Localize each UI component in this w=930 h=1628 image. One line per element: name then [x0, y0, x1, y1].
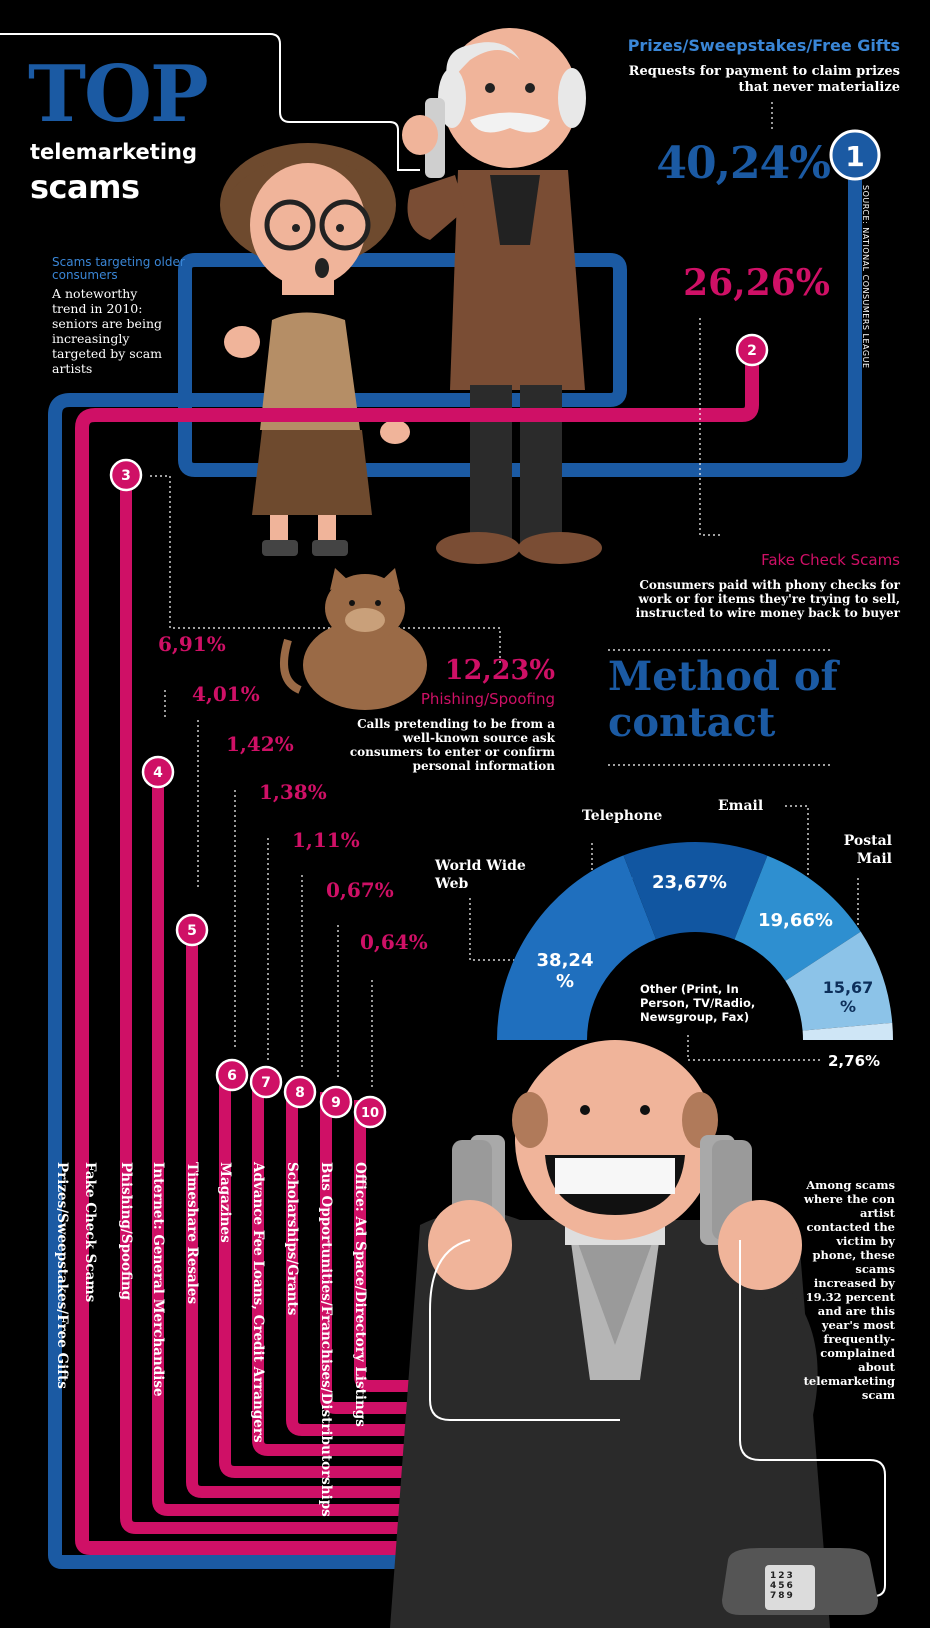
rank-badge-10	[353, 1095, 387, 1129]
rank-badge-3	[109, 458, 143, 492]
cat-figure	[280, 568, 427, 710]
segment-web-label: World Wide Web	[435, 858, 526, 892]
blue-tube-1	[178, 170, 862, 477]
legend-scam-5: Timeshare Resales	[184, 1162, 200, 1305]
dotted-leaders	[150, 102, 859, 1090]
rank-badge-2-label: 2	[747, 343, 757, 359]
segment-other-pct: 2,76%	[828, 1052, 881, 1070]
rank-badge-4	[141, 755, 175, 789]
scam-4-pct: 6,91%	[158, 632, 226, 656]
scam-3-name: Phishing/Spoofing	[420, 690, 555, 708]
phone-cord-left	[429, 1239, 620, 1421]
title-line-2: telemarketing	[30, 140, 197, 164]
rank-badge-1	[829, 129, 881, 181]
segment-other-label: Other (Print, In Person, TV/Radio, Newsg…	[640, 982, 756, 1024]
chart-segment-postal	[785, 931, 893, 1031]
scam-5-pct: 4,01%	[192, 682, 260, 706]
scam-2-desc: Consumers paid with phony checks for wor…	[635, 578, 900, 620]
elderly-man-figure	[402, 28, 602, 564]
bottom-man-figure	[390, 1040, 830, 1628]
rank-badge-6	[215, 1058, 249, 1092]
scam-1-desc: Requests for payment to claim prizes tha…	[628, 64, 900, 95]
method-title: Method of contact	[608, 653, 838, 746]
rank-badge-4-label: 4	[153, 765, 163, 781]
segment-email-label: Email	[718, 798, 764, 814]
title-line-3: scams	[30, 168, 140, 206]
segment-telephone-pct: 23,67%	[652, 872, 727, 893]
rank-badge-2	[735, 333, 769, 367]
magenta-tube-2	[75, 350, 759, 1555]
method-of-contact-chart	[497, 841, 893, 1040]
rank-badge-8-label: 8	[295, 1085, 305, 1101]
chart-segment-telephone	[623, 841, 768, 940]
legend-scam-10: Office: Ad Space/Directory Listings	[352, 1162, 368, 1427]
scam-3-desc: Calls pretending to be from a well-known…	[349, 717, 555, 773]
phone-cord-line	[0, 33, 420, 171]
phone-cord-right	[739, 1240, 886, 1597]
scam-2-name: Fake Check Scams	[761, 551, 900, 569]
phone-scam-note: Among scams where the con artist contact…	[803, 1178, 895, 1402]
rank-badge-3-label: 3	[121, 468, 131, 484]
rank-badge-5-label: 5	[187, 923, 197, 939]
segment-email-pct: 19,66%	[758, 910, 833, 931]
legend-scam-8: Scholarships/Grants	[284, 1162, 300, 1316]
rank-badges	[109, 129, 881, 1129]
blue-tube-older	[48, 253, 627, 1555]
segment-telephone-label: Telephone	[582, 808, 663, 824]
scam-1-name: Prizes/Sweepstakes/Free Gifts	[627, 36, 900, 55]
older-consumers-body: A noteworthy trend in 2010: seniors are …	[52, 286, 163, 376]
scam-1-pct: 40,24%	[656, 138, 831, 189]
rank-badge-8	[283, 1075, 317, 1109]
segment-postal-label: Postal Mail	[843, 833, 892, 867]
rank-badge-7	[249, 1065, 283, 1099]
scam-6-pct: 1,42%	[226, 732, 294, 756]
legend-scam-3: Phishing/Spoofing	[118, 1162, 134, 1301]
rank-badge-9	[319, 1085, 353, 1119]
blue-tube-bottom	[48, 1554, 520, 1569]
phone-keypad-digits: 123 456 789	[770, 1571, 795, 1601]
source-credit: SOURCE: NATIONAL CONSUMERS LEAGUE	[861, 185, 870, 369]
rank-badge-5	[175, 913, 209, 947]
title-top: TOP	[28, 49, 209, 140]
segment-postal-pct: 15,67 %	[822, 978, 874, 1016]
legend-scam-6: Magazines	[217, 1162, 233, 1243]
segment-web-pct: 38,24 %	[536, 950, 594, 992]
rank-badge-9-label: 9	[331, 1095, 341, 1111]
woman-figure	[220, 143, 410, 556]
chart-segment-other	[802, 1022, 893, 1040]
scam-7-pct: 1,38%	[259, 780, 327, 804]
older-consumers-heading: Scams targeting older consumers	[52, 255, 185, 282]
legend-scam-9: Bus Opportunities/Franchises/Distributor…	[318, 1162, 334, 1517]
rank-badge-6-label: 6	[227, 1068, 237, 1084]
legend-scam-7: Advance Fee Loans, Credit Arrangers	[250, 1162, 266, 1443]
scam-10-pct: 0,64%	[360, 930, 428, 954]
scam-2-pct: 26,26%	[683, 262, 830, 304]
rank-badge-7-label: 7	[261, 1075, 271, 1091]
legend-scam-4: Internet: General Merchandise	[150, 1162, 166, 1397]
scam-9-pct: 0,67%	[326, 878, 394, 902]
magenta-tubes-3-10	[120, 490, 505, 1534]
legend-scam-1: Prizes/Sweepstakes/Free Gifts	[54, 1162, 70, 1389]
landline-phone-icon	[722, 1548, 878, 1615]
chart-segment-web	[497, 855, 657, 1040]
scam-3-pct: 12,23%	[444, 655, 555, 686]
chart-segment-email	[734, 855, 861, 981]
rank-badge-1-label: 1	[845, 140, 864, 173]
legend-scam-2: Fake Check Scams	[82, 1162, 98, 1303]
rank-badge-10-label: 10	[361, 1106, 379, 1121]
scam-8-pct: 1,11%	[292, 828, 360, 852]
